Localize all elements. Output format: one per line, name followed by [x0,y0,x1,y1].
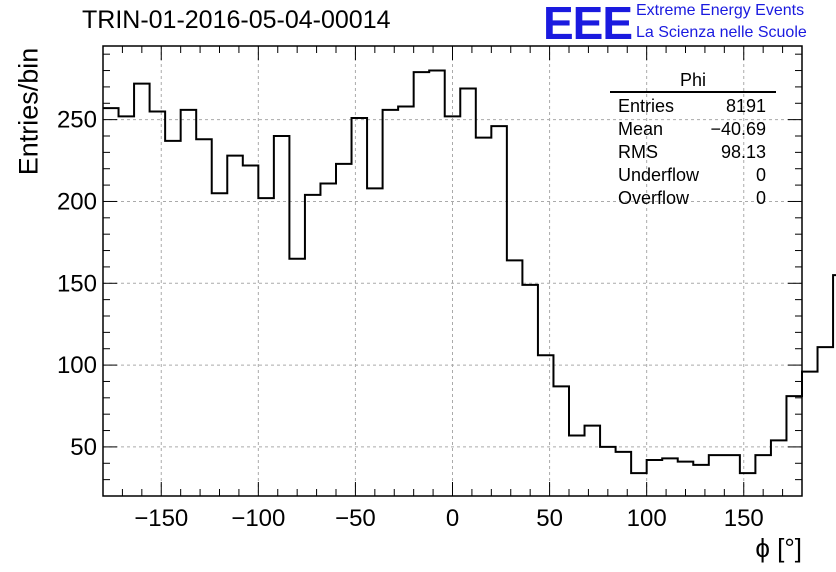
axis-ticks [102,46,803,497]
grid-lines [103,46,802,496]
y-axis-label: Entries/bin [13,47,44,176]
logo-line-1: Extreme Energy Events [636,2,805,19]
stats-row-rms: RMS 98.13 [618,142,766,162]
stats-row-underflow: Underflow 0 [618,165,766,185]
x-tick-label: −50 [335,505,376,532]
logo-line-2: La Scienza nelle Scuole [636,24,807,41]
y-tick-label: 200 [57,188,97,215]
run-title: TRIN-01-2016-05-04-00014 [82,6,391,34]
y-tick-label: 150 [57,270,97,297]
x-tick-label: −150 [134,505,188,532]
histogram-line [103,69,836,475]
x-axis-label: ϕ [°] [755,533,802,563]
x-tick-label: 50 [536,505,563,532]
y-tick-label: 50 [70,434,97,461]
histogram-series [103,69,836,475]
stats-box: Phi Entries 8191 Mean −40.69 RMS 98.13 Unde… [610,70,776,210]
stats-row-overflow: Overflow 0 [618,188,766,208]
tick-labels: −150 −100 −50 0 50 100 150 50 100 150 200 250 [57,107,764,532]
x-tick-label: 0 [446,505,459,532]
eee-logo-mark: EEE [543,0,633,49]
stats-row-entries: Entries 8191 [618,96,766,116]
stats-title: Phi [610,70,776,93]
x-tick-label: 100 [627,505,667,532]
x-tick-label: −100 [231,505,285,532]
stats-row-mean: Mean −40.69 [618,119,766,139]
y-tick-label: 250 [57,107,97,134]
y-tick-label: 100 [57,352,97,379]
x-tick-label: 150 [724,505,764,532]
